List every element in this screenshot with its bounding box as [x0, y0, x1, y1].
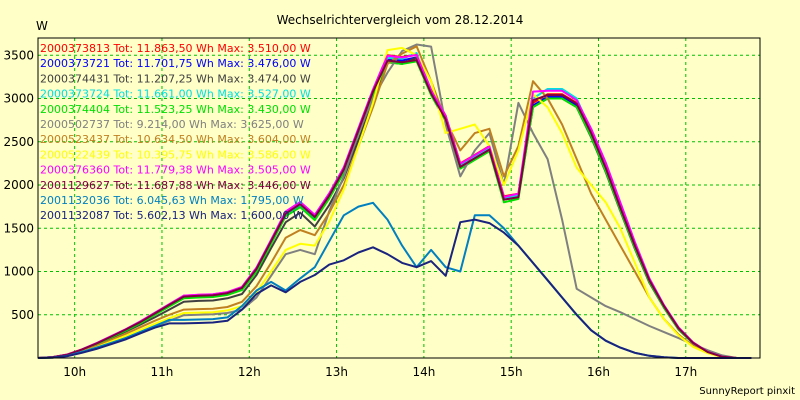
- plot-frame: [37, 37, 761, 359]
- legend-entry-2000522439: 2000522439 Tot: 10.395,75 Wh Max: 3.586,…: [40, 148, 311, 161]
- y-tick-label: 2500: [3, 135, 34, 149]
- series-line-2000522439: [38, 46, 752, 359]
- chart-title: Wechselrichtervergleich vom 28.12.2014: [277, 13, 524, 27]
- x-tick-label: 14h: [412, 365, 435, 379]
- legend-entry-2000374431: 2000374431 Tot: 11.207,25 Wh Max: 3.474,…: [40, 72, 311, 85]
- footer-credit: SunnyReport pinxit: [699, 386, 795, 397]
- series-line-2000523437: [38, 45, 752, 359]
- legend-entry-2000373721: 2000373721 Tot: 11.701,75 Wh Max: 3.476,…: [40, 57, 311, 70]
- legend-entry-2001132087: 2001132087 Tot: 5.602,13 Wh Max: 1.600,0…: [40, 209, 304, 222]
- x-tick-label: 10h: [63, 365, 86, 379]
- series-line-2001132087: [38, 218, 752, 359]
- legend: 2000373813 Tot: 11.863,50 Wh Max: 3.510,…: [40, 42, 311, 222]
- x-tick-label: 17h: [674, 365, 697, 379]
- legend-entry-2001132036: 2001132036 Tot: 6.045,63 Wh Max: 1.795,0…: [40, 194, 304, 207]
- x-tick-label: 11h: [151, 365, 174, 379]
- x-tick-label: 12h: [238, 365, 261, 379]
- y-tick-label: 1500: [3, 221, 34, 235]
- x-tick-label: 16h: [587, 365, 610, 379]
- series-lines: [38, 43, 752, 359]
- series-line-2001129627: [38, 59, 752, 359]
- y-tick-label: 2000: [3, 178, 34, 192]
- y-tick-label: 3500: [3, 48, 34, 62]
- legend-entry-2000502737: 2000502737 Tot: 9.214,00 Wh Max: 3.625,0…: [40, 118, 304, 131]
- legend-entry-2001129627: 2001129627 Tot: 11.687,88 Wh Max: 3.446,…: [40, 179, 311, 192]
- legend-entry-2000374404: 2000374404 Tot: 11.523,25 Wh Max: 3.430,…: [40, 103, 311, 116]
- legend-entry-2000376360: 2000376360 Tot: 11.779,38 Wh Max: 3.505,…: [40, 164, 311, 177]
- x-tick-label: 15h: [500, 365, 523, 379]
- grid: [38, 38, 760, 358]
- y-tick-label: 1000: [3, 265, 34, 279]
- legend-entry-2000373813: 2000373813 Tot: 11.863,50 Wh Max: 3.510,…: [40, 42, 311, 55]
- legend-entry-2000523437: 2000523437 Tot: 10.634,50 Wh Max: 3.604,…: [40, 133, 311, 146]
- axes: 500 1000 1500 2000 2500 3000 3500 10h 11h 12h 13h 1…: [3, 37, 761, 379]
- legend-entry-2000373724: 2000373724 Tot: 11.661,00 Wh Max: 3.527,…: [40, 88, 311, 101]
- y-tick-label: 500: [11, 308, 34, 322]
- x-tick-label: 13h: [325, 365, 348, 379]
- y-axis-label: W: [36, 19, 48, 33]
- y-tick-label: 3000: [3, 92, 34, 106]
